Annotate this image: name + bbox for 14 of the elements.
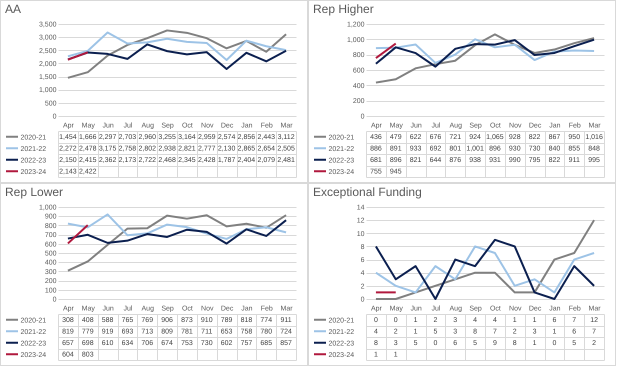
line-series bbox=[374, 33, 596, 84]
line-series bbox=[66, 219, 288, 245]
line-series bbox=[66, 32, 288, 62]
line-series bbox=[374, 245, 596, 294]
chart-title: Exceptional Funding bbox=[313, 185, 422, 199]
line-series bbox=[66, 213, 288, 240]
chart-title: Rep Lower bbox=[5, 185, 64, 199]
line-series bbox=[66, 214, 288, 272]
line-series bbox=[374, 219, 596, 300]
line-series bbox=[374, 238, 596, 300]
line-series bbox=[66, 29, 288, 79]
chart-title: Rep Higher bbox=[313, 2, 374, 16]
line-series bbox=[66, 43, 288, 70]
chart-title: AA bbox=[5, 2, 22, 16]
